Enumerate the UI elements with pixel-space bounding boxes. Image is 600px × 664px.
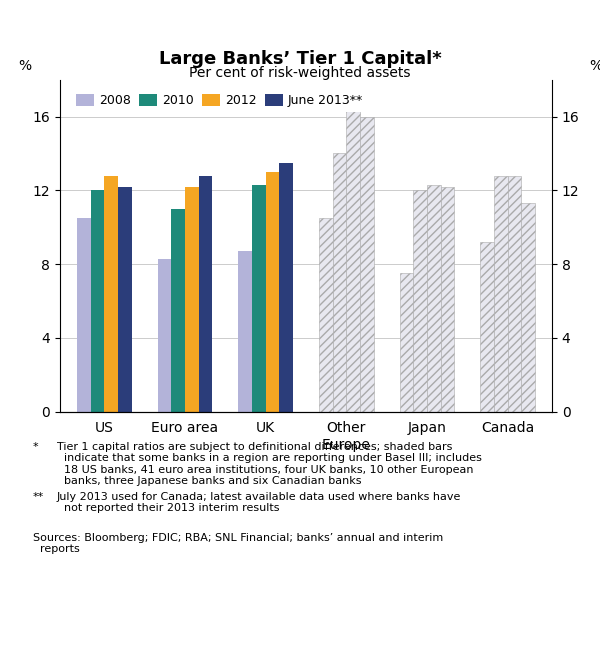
Text: Large Banks’ Tier 1 Capital*: Large Banks’ Tier 1 Capital* [158,50,442,68]
Text: Per cent of risk-weighted assets: Per cent of risk-weighted assets [189,66,411,80]
Legend: 2008, 2010, 2012, June 2013**: 2008, 2010, 2012, June 2013** [71,89,368,112]
Bar [199,175,212,412]
Bar [494,175,508,412]
Bar [158,258,172,412]
Bar [280,163,293,412]
Bar [172,208,185,412]
Bar [252,185,266,412]
Bar [400,274,413,412]
Bar [77,218,91,412]
Bar [360,117,374,412]
Bar [91,191,104,412]
Bar [266,172,280,412]
Bar [480,242,494,412]
Bar [332,153,346,412]
Bar [104,175,118,412]
Bar [413,191,427,412]
Text: %: % [18,59,31,73]
Bar [508,175,521,412]
Text: *: * [33,442,38,452]
Bar [185,187,199,412]
Bar [118,187,132,412]
Text: %: % [589,59,600,73]
Bar [319,218,332,412]
Bar [440,187,454,412]
Bar [427,185,440,412]
Text: July 2013 used for Canada; latest available data used where banks have
  not rep: July 2013 used for Canada; latest availa… [57,492,461,513]
Bar [346,98,360,412]
Bar [521,203,535,412]
Text: Tier 1 capital ratios are subject to definitional differences; shaded bars
  ind: Tier 1 capital ratios are subject to def… [57,442,482,486]
Text: **: ** [33,492,44,502]
Text: Sources: Bloomberg; FDIC; RBA; SNL Financial; banks’ annual and interim
  report: Sources: Bloomberg; FDIC; RBA; SNL Finan… [33,533,443,554]
Bar [238,251,252,412]
